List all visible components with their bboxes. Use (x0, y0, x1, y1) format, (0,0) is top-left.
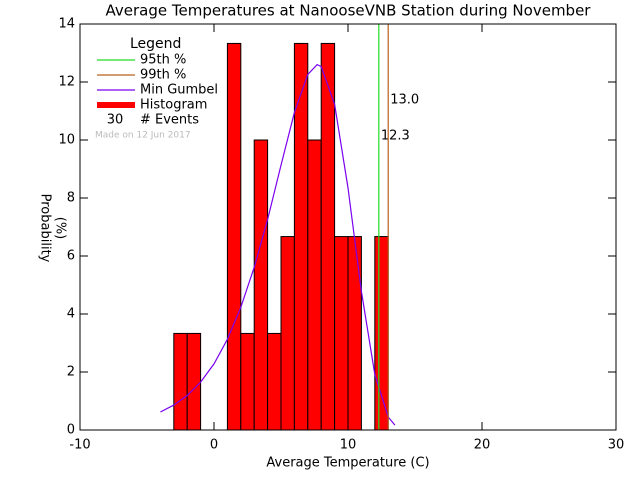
event-label: # Events (140, 113, 199, 128)
x-axis-label: Average Temperature (C) (266, 456, 429, 471)
legend-label: 99th % (140, 68, 186, 83)
y-axis-label: Probability (38, 194, 53, 263)
histogram-bar (293, 42, 309, 431)
histogram-bar (280, 236, 295, 431)
legend-label: Histogram (140, 98, 207, 113)
event-count: 30 (107, 113, 124, 128)
y-tick-label: 6 (67, 249, 75, 264)
made-on-note: Made on 12 Jun 2017 (95, 131, 191, 141)
y-tick-label: 10 (58, 133, 75, 148)
histogram-bar (307, 139, 322, 431)
y-tick-label: 0 (67, 423, 75, 438)
y-tick-label: 14 (58, 17, 75, 32)
histogram-bar (240, 332, 255, 431)
chart-title: Average Temperatures at NanooseVNB Stati… (106, 2, 592, 20)
legend-label: Min Gumbel (140, 83, 218, 98)
y-axis-label: (%) (53, 217, 68, 240)
histogram-bar (374, 236, 389, 431)
y-tick-label: 8 (67, 191, 75, 206)
percentile-label: 13.0 (390, 93, 419, 108)
legend-label: 95th % (140, 53, 186, 68)
histogram-bar (186, 332, 202, 431)
y-tick-label: 4 (67, 307, 75, 322)
histogram-bar (226, 42, 242, 431)
x-tick-label: 20 (474, 438, 491, 453)
histogram-bar (347, 236, 362, 431)
histogram-bar (267, 332, 282, 431)
y-tick-label: 2 (67, 365, 75, 380)
x-tick-label: 30 (608, 438, 625, 453)
histogram-bar (253, 139, 269, 431)
histogram-bar (173, 332, 188, 431)
y-tick-label: 12 (58, 75, 75, 90)
histogram-bar (334, 236, 349, 431)
gumbel-curve (160, 63, 396, 426)
x-tick-label: 10 (340, 438, 357, 453)
x-tick-label: -10 (69, 438, 90, 453)
histogram-bar (320, 42, 336, 431)
percentile-label: 12.3 (381, 129, 410, 144)
x-tick-label: 0 (210, 438, 218, 453)
legend-title: Legend (130, 36, 181, 52)
